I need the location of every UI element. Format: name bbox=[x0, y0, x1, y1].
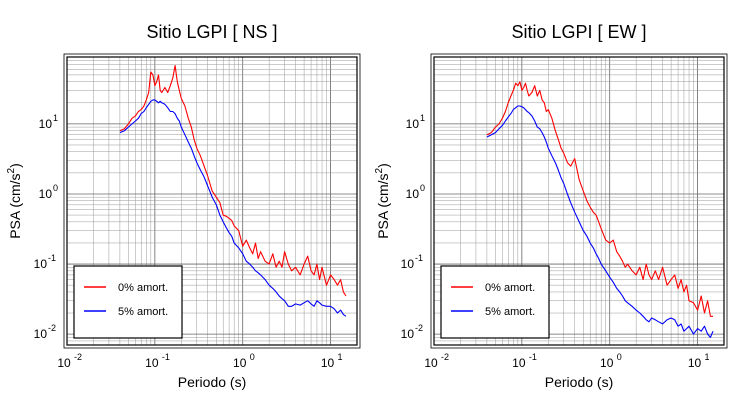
x-tick-base: 10 bbox=[424, 356, 438, 370]
legend-label: 0% amort. bbox=[485, 282, 535, 294]
y-tick-base: 10 bbox=[34, 257, 48, 271]
y-tick-exp: -1 bbox=[48, 253, 56, 263]
y-tick-exp: 0 bbox=[420, 183, 425, 193]
x-tick-label: 10 -2 bbox=[57, 352, 82, 370]
x-axis-label: Periodo (s) bbox=[178, 374, 246, 390]
x-tick-exp: 0 bbox=[250, 352, 255, 362]
y-tick-label: 10 -2 bbox=[401, 323, 423, 341]
x-tick-label: 10 0 bbox=[233, 352, 255, 370]
y-label-base: PSA (cm/s bbox=[375, 173, 391, 238]
x-tick-exp: -1 bbox=[162, 352, 170, 362]
y-label-close: ) bbox=[375, 163, 391, 168]
series-line-blue bbox=[486, 105, 714, 338]
x-tick-exp: 0 bbox=[617, 352, 622, 362]
x-tick-base: 10 bbox=[233, 356, 247, 370]
y-label-close: ) bbox=[7, 163, 23, 168]
grid bbox=[66, 56, 358, 346]
legend: 0% amort. 5% amort. bbox=[440, 265, 550, 339]
legend-box bbox=[73, 265, 183, 339]
y-tick-label: 10 -1 bbox=[401, 253, 423, 271]
x-tick-label: 10 -1 bbox=[145, 352, 170, 370]
series-line-red bbox=[119, 64, 347, 297]
x-tick-label: 10 0 bbox=[600, 352, 622, 370]
legend-box bbox=[440, 265, 550, 339]
y-tick-exp: -2 bbox=[48, 323, 56, 333]
x-tick-base: 10 bbox=[57, 356, 71, 370]
chart-panel-2: Sitio LGPI [ EW ]10 -2 10 -1 10 0 10 110 -210 -11… bbox=[374, 22, 728, 390]
series-line-blue bbox=[119, 99, 347, 317]
y-tick-label: 10 1 bbox=[39, 113, 58, 131]
y-label-sup: 2 bbox=[6, 167, 17, 173]
y-axis-label-text: PSA (cm/s2) bbox=[374, 163, 391, 239]
y-tick-label: 10 -1 bbox=[34, 253, 56, 271]
plot-frame bbox=[66, 56, 358, 346]
y-tick-label: 10 -2 bbox=[34, 323, 56, 341]
y-tick-exp: -1 bbox=[415, 253, 423, 263]
chart-title: Sitio LGPI [ EW ] bbox=[511, 22, 646, 42]
x-tick-exp: -2 bbox=[441, 352, 449, 362]
y-tick-base: 10 bbox=[39, 187, 53, 201]
y-tick-label: 10 0 bbox=[39, 183, 58, 201]
x-tick-exp: -2 bbox=[74, 352, 82, 362]
plot-frame-outer bbox=[430, 53, 728, 349]
legend: 0% amort. 5% amort. bbox=[73, 265, 183, 339]
chart-panel-1: Sitio LGPI [ NS ]10 -2 10 -1 10 0 10 110 -210 -11… bbox=[6, 22, 361, 390]
y-tick-label: 10 1 bbox=[406, 113, 425, 131]
y-tick-exp: -2 bbox=[415, 323, 423, 333]
x-tick-exp: 1 bbox=[705, 352, 710, 362]
y-axis-label: PSA (cm/s2) bbox=[374, 163, 391, 239]
x-tick-base: 10 bbox=[600, 356, 614, 370]
x-tick-label: 10 -2 bbox=[424, 352, 449, 370]
y-axis-label-text: PSA (cm/s2) bbox=[6, 163, 23, 239]
legend-label: 5% amort. bbox=[485, 306, 535, 318]
y-tick-exp: 1 bbox=[53, 113, 58, 123]
y-tick-exp: 1 bbox=[420, 113, 425, 123]
x-axis-label: Periodo (s) bbox=[545, 374, 613, 390]
legend-label: 5% amort. bbox=[118, 306, 168, 318]
y-label-sup: 2 bbox=[374, 167, 385, 173]
x-tick-exp: -1 bbox=[529, 352, 537, 362]
y-axis-label: PSA (cm/s2) bbox=[6, 163, 23, 239]
x-tick-exp: 1 bbox=[338, 352, 343, 362]
x-tick-label: 10 1 bbox=[321, 352, 343, 370]
plot-frame-outer bbox=[63, 53, 361, 349]
y-label-base: PSA (cm/s bbox=[7, 173, 23, 238]
plot-frame bbox=[433, 56, 725, 346]
y-tick-label: 10 0 bbox=[406, 183, 425, 201]
y-tick-base: 10 bbox=[406, 117, 420, 131]
y-tick-exp: 0 bbox=[53, 183, 58, 193]
x-tick-label: 10 1 bbox=[688, 352, 710, 370]
x-tick-base: 10 bbox=[688, 356, 702, 370]
x-tick-base: 10 bbox=[145, 356, 159, 370]
legend-label: 0% amort. bbox=[118, 282, 168, 294]
x-tick-base: 10 bbox=[321, 356, 335, 370]
y-tick-base: 10 bbox=[401, 327, 415, 341]
y-tick-base: 10 bbox=[34, 327, 48, 341]
y-tick-base: 10 bbox=[39, 117, 53, 131]
y-tick-base: 10 bbox=[406, 187, 420, 201]
x-tick-label: 10 -1 bbox=[512, 352, 537, 370]
y-tick-base: 10 bbox=[401, 257, 415, 271]
series-line-red bbox=[486, 81, 713, 317]
chart-title: Sitio LGPI [ NS ] bbox=[146, 22, 277, 42]
x-tick-base: 10 bbox=[512, 356, 526, 370]
